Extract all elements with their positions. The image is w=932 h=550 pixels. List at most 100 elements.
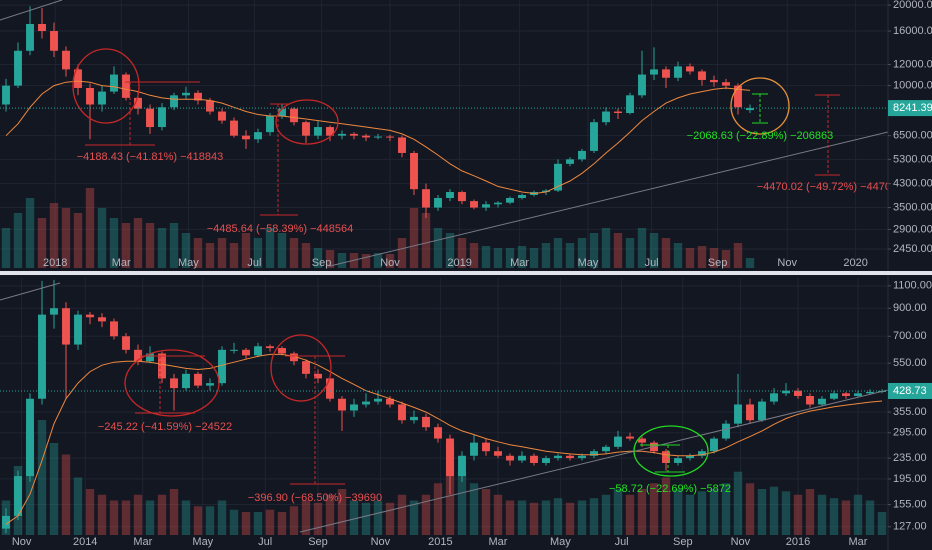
trend-line <box>0 282 61 301</box>
volume-bar <box>25 198 35 268</box>
candle-body <box>770 393 778 402</box>
x-tick-label: Jul <box>645 257 659 269</box>
volume-bar <box>253 512 263 535</box>
volume-bar <box>721 483 731 535</box>
volume-bar <box>493 494 503 535</box>
volume-bar <box>325 494 335 535</box>
candle-body <box>110 321 118 337</box>
volume-bar <box>529 502 539 535</box>
x-tick-label: Mar <box>112 257 131 269</box>
candle-body <box>86 314 94 318</box>
candle-body <box>302 122 310 136</box>
volume-bar <box>745 258 755 268</box>
candle-body <box>338 133 346 136</box>
volume-bar <box>49 443 59 535</box>
candle-body <box>278 108 286 116</box>
volume-bar <box>61 208 71 268</box>
volume-bar <box>397 494 407 535</box>
candle-body <box>350 133 358 136</box>
volume-bar <box>145 500 155 535</box>
y-tick-label: 10000.00 <box>893 80 932 92</box>
volume-bar <box>577 500 587 535</box>
candle-body <box>2 85 10 105</box>
candle-body <box>170 95 178 108</box>
volume-bar <box>409 208 419 268</box>
y-tick-label: 6500.00 <box>893 130 932 142</box>
candle-body <box>326 378 334 399</box>
x-tick-label: Sep <box>308 536 328 548</box>
x-tick-label: Nov <box>777 257 797 269</box>
candle-body <box>338 398 346 411</box>
volume-bar <box>553 498 563 535</box>
candle-body <box>494 202 502 205</box>
y-tick-label: 195.00 <box>893 473 927 485</box>
volume-bar <box>193 506 203 535</box>
volume-bar <box>169 489 179 535</box>
y-tick-label: 5300.00 <box>893 153 932 165</box>
candle-body <box>242 135 250 140</box>
candle-body <box>254 346 262 356</box>
volume-bar <box>397 238 407 268</box>
volume-bar <box>853 494 863 535</box>
candle-body <box>314 127 322 136</box>
volume-bar <box>313 502 323 535</box>
highlight-circle <box>124 349 220 417</box>
x-tick-label: Mar <box>849 536 868 548</box>
candle-body <box>218 111 226 121</box>
candle-body <box>758 401 766 421</box>
y-tick-label: 2450.00 <box>893 243 932 255</box>
candle-body <box>242 349 250 356</box>
candle-body <box>374 398 382 402</box>
volume-bar <box>625 494 635 535</box>
pane-bottom <box>0 278 888 535</box>
highlight-circle <box>270 334 332 402</box>
volume-bar <box>145 223 155 268</box>
candle-body <box>158 107 166 128</box>
volume-bar <box>709 489 719 535</box>
x-tick-label: May <box>192 536 213 548</box>
candle-body <box>518 455 526 461</box>
x-tick-label: Mar <box>489 536 508 548</box>
candle-body <box>818 398 826 405</box>
candle-body <box>110 74 118 92</box>
volume-bar <box>481 246 491 268</box>
candle-body <box>38 314 46 399</box>
volume-bar <box>829 498 839 535</box>
volume-bar <box>373 500 383 535</box>
volume-bar <box>589 498 599 535</box>
volume-bar <box>817 494 827 535</box>
candle-body <box>686 455 694 459</box>
volume-bar <box>673 243 683 268</box>
volume-bar <box>25 431 35 535</box>
candle-body <box>602 111 610 123</box>
volume-bar <box>613 489 623 535</box>
pane-separator <box>0 271 932 275</box>
volume-bar <box>685 248 695 268</box>
trend-line <box>299 389 888 533</box>
candle-body <box>14 50 22 86</box>
candle-body <box>2 515 10 529</box>
volume-bar <box>181 233 191 268</box>
last-price-box <box>888 383 932 400</box>
candle-body <box>578 150 586 160</box>
x-tick-label: Sep <box>312 257 332 269</box>
volume-bar <box>445 233 455 268</box>
pane-top <box>0 0 888 268</box>
candle-body <box>266 346 274 349</box>
candle-body <box>698 71 706 80</box>
candle-body <box>422 416 430 428</box>
x-tick-label: Nov <box>731 536 751 548</box>
candle-body <box>830 393 838 399</box>
volume-bar <box>577 238 587 268</box>
candle-body <box>14 476 22 516</box>
candle-body <box>374 136 382 138</box>
volume-bar <box>721 250 731 268</box>
volume-bar <box>565 502 575 535</box>
volume-bar <box>733 471 743 535</box>
volume-bar <box>697 246 707 268</box>
volume-bar <box>661 238 671 268</box>
candle-body <box>230 349 238 351</box>
volume-bar <box>457 238 467 268</box>
volume-bar <box>421 494 431 535</box>
candle-body <box>734 404 742 424</box>
